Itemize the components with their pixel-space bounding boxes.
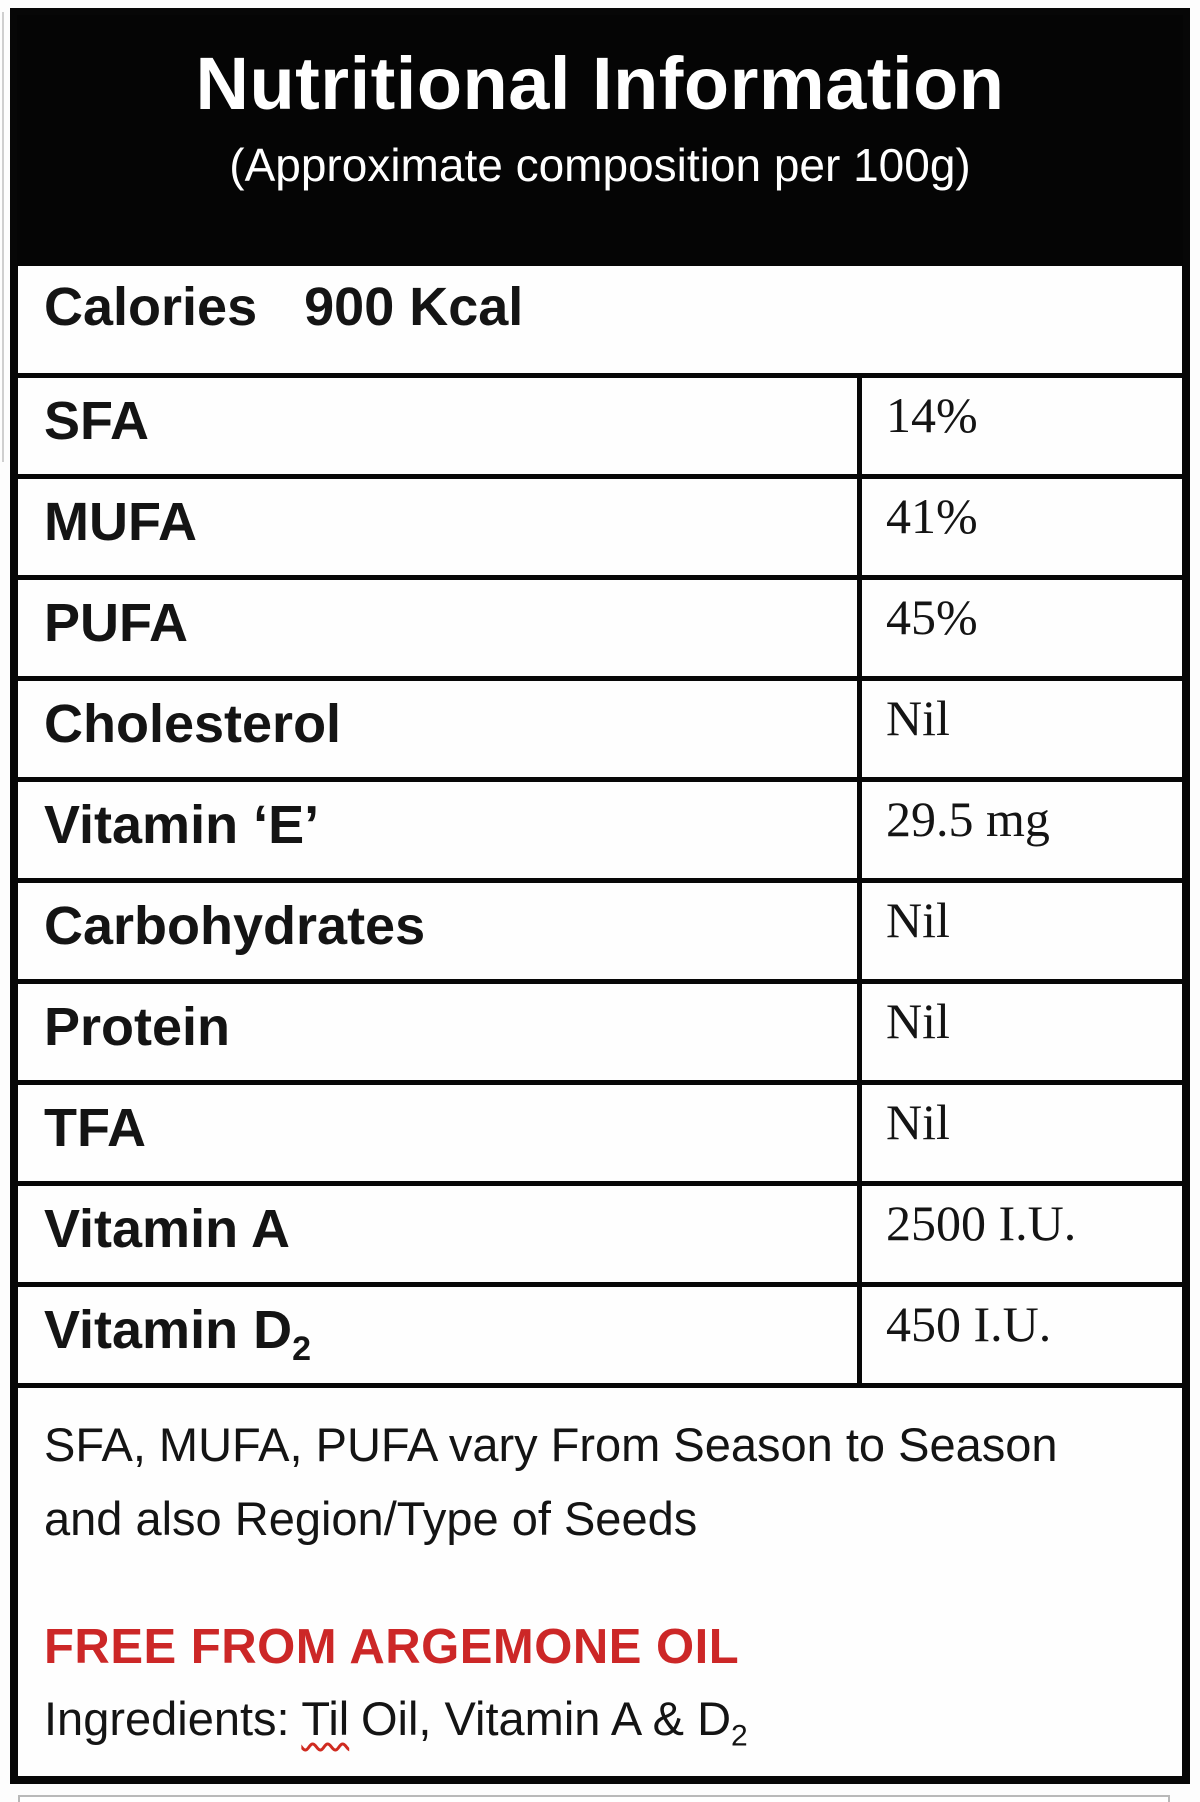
nutrient-label: Vitamin D2: [18, 1287, 862, 1383]
ingredients-til-word: Til: [301, 1691, 350, 1745]
nutrient-value: Nil: [886, 892, 950, 948]
table-row: Cholesterol Nil: [18, 681, 1182, 782]
nutrient-value: 2500 I.U.: [886, 1195, 1077, 1251]
table-row: Vitamin ‘E’ 29.5 mg: [18, 782, 1182, 883]
calories-row: Calories 900 Kcal: [18, 266, 1182, 378]
page-title: Nutritional Information: [195, 42, 1005, 125]
next-box-partial: [18, 1795, 1170, 1802]
notes-section: SFA, MUFA, PUFA vary From Season to Seas…: [18, 1388, 1182, 1776]
nutrient-label: Vitamin A: [18, 1186, 862, 1282]
nutrient-value: 29.5 mg: [886, 791, 1050, 847]
nutrient-label: Vitamin ‘E’: [18, 782, 862, 878]
nutrient-label: TFA: [18, 1085, 862, 1181]
ingredients-line: Ingredients: Til Oil, Vitamin A & D2: [44, 1691, 1152, 1751]
nutrient-value: 450 I.U.: [886, 1296, 1052, 1352]
table-row: Protein Nil: [18, 984, 1182, 1085]
nutrient-label: Cholesterol: [18, 681, 862, 777]
table-row: Vitamin A 2500 I.U.: [18, 1186, 1182, 1287]
ingredients-subscript: 2: [731, 1718, 748, 1752]
table-row: Vitamin D2 450 I.U.: [18, 1287, 1182, 1388]
nutrient-value: 45%: [886, 589, 978, 645]
table-row: SFA 14%: [18, 378, 1182, 479]
nutrient-label: PUFA: [18, 580, 862, 676]
nutrient-rows: SFA 14% MUFA 41% PUFA 45% Cholesterol Ni…: [18, 378, 1182, 1388]
table-row: MUFA 41%: [18, 479, 1182, 580]
scan-edge-artifact: [2, 12, 4, 462]
nutrient-value: Nil: [886, 690, 950, 746]
nutrition-table: Nutritional Information (Approximate com…: [10, 8, 1190, 1784]
table-row: Carbohydrates Nil: [18, 883, 1182, 984]
ingredients-label: Ingredients:: [44, 1691, 290, 1745]
label-subscript: 2: [292, 1329, 311, 1368]
ingredients-rest: Oil, Vitamin A & D: [360, 1691, 732, 1745]
table-row: TFA Nil: [18, 1085, 1182, 1186]
calories-label: Calories: [44, 277, 258, 337]
nutrient-label: MUFA: [18, 479, 862, 575]
calories-value: 900 Kcal: [304, 277, 524, 337]
header: Nutritional Information (Approximate com…: [17, 15, 1183, 267]
nutrient-label: Protein: [18, 984, 862, 1080]
subtitle: (Approximate composition per 100g): [229, 139, 971, 191]
nutrient-value: Nil: [886, 993, 950, 1049]
nutrient-label: Carbohydrates: [18, 883, 862, 979]
nutrient-value: Nil: [886, 1094, 950, 1150]
table-row: PUFA 45%: [18, 580, 1182, 681]
nutrient-label: SFA: [18, 378, 862, 474]
nutrient-value: 41%: [886, 488, 978, 544]
free-from-argemone-note: FREE FROM ARGEMONE OIL: [44, 1619, 740, 1674]
nutrient-value: 14%: [886, 387, 978, 443]
season-note: SFA, MUFA, PUFA vary From Season to Seas…: [44, 1418, 1058, 1546]
